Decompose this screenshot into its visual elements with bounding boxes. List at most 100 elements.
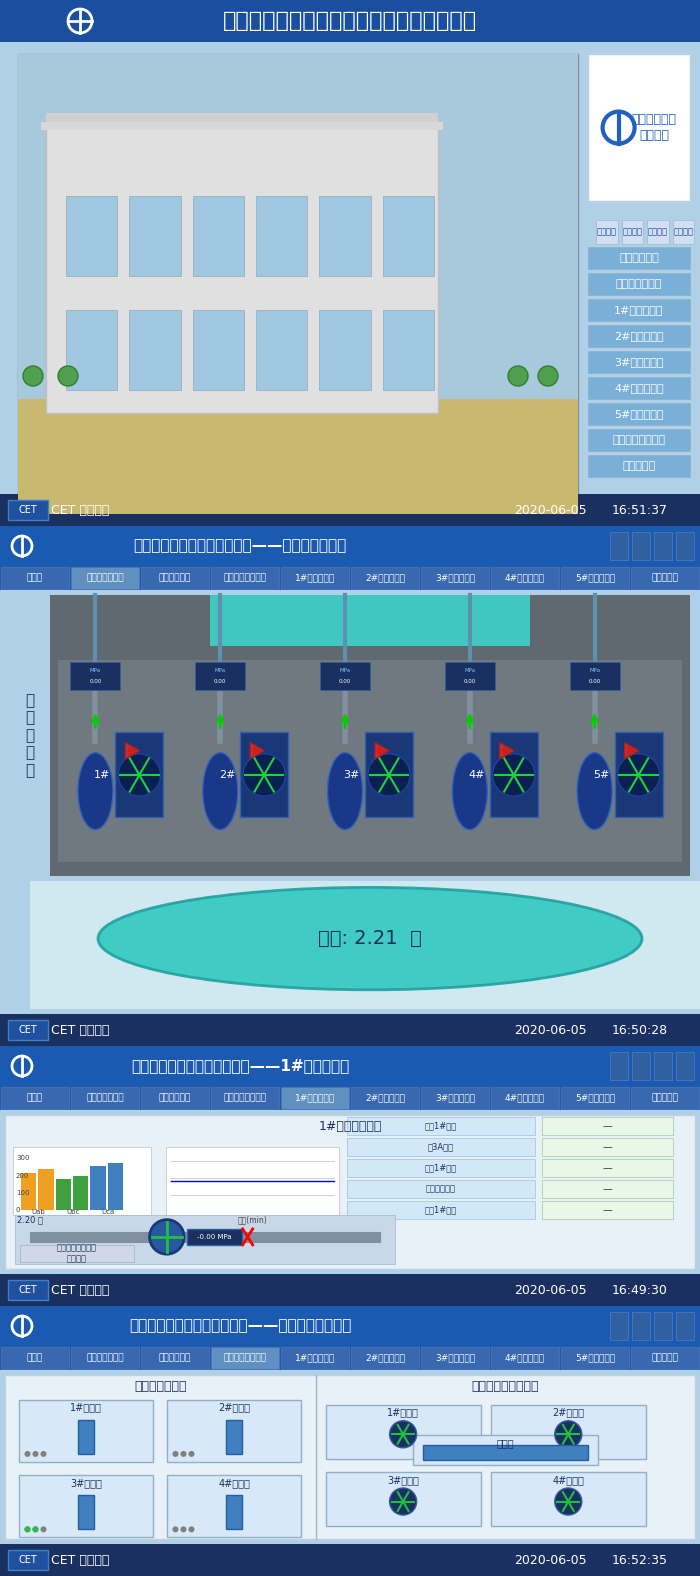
Polygon shape: [125, 742, 139, 758]
Text: 4#机组监控图: 4#机组监控图: [505, 574, 545, 583]
Text: 1#机组监控画面: 1#机组监控画面: [318, 1121, 382, 1133]
Bar: [38, 1169, 54, 1210]
Bar: [50, 596, 690, 876]
Bar: [654, 533, 672, 559]
Text: 机组平面监控图: 机组平面监控图: [616, 279, 662, 290]
Bar: [193, 195, 244, 276]
Bar: [490, 733, 538, 818]
Text: 泵站系统平面图: 泵站系统平面图: [86, 1094, 124, 1103]
Bar: [622, 221, 643, 244]
Text: 200: 200: [16, 1173, 29, 1179]
Text: 时间(min): 时间(min): [237, 1215, 267, 1225]
Bar: [383, 310, 434, 389]
Bar: [346, 1201, 536, 1218]
Text: 1#格栅机: 1#格栅机: [387, 1407, 419, 1417]
Bar: [615, 733, 662, 818]
Bar: [20, 1399, 153, 1463]
Text: 0.00: 0.00: [214, 679, 226, 684]
Text: 0.00: 0.00: [589, 679, 601, 684]
Bar: [20, 1475, 153, 1537]
Bar: [73, 1176, 88, 1210]
Text: MPa: MPa: [215, 668, 226, 673]
Text: 主画面: 主画面: [27, 574, 43, 583]
Bar: [41, 121, 443, 129]
Text: 渭北工业园区: 渭北工业园区: [632, 113, 677, 126]
Bar: [326, 1472, 481, 1526]
Polygon shape: [500, 742, 514, 758]
Bar: [240, 733, 288, 818]
Text: 提升格栅机监控图: 提升格栅机监控图: [612, 435, 666, 444]
Circle shape: [118, 753, 160, 796]
Bar: [0, 1307, 700, 1346]
Bar: [141, 567, 209, 589]
Bar: [561, 567, 629, 589]
Bar: [346, 1158, 536, 1177]
Bar: [0, 526, 700, 566]
Bar: [71, 1347, 139, 1370]
Bar: [226, 1420, 242, 1455]
Bar: [195, 662, 245, 690]
Text: MPa: MPa: [90, 668, 101, 673]
Text: 2#机组监控图: 2#机组监控图: [365, 574, 405, 583]
Bar: [8, 1551, 48, 1570]
Text: 4#: 4#: [468, 771, 485, 780]
Text: 超3A电流: 超3A电流: [428, 1143, 454, 1152]
Circle shape: [172, 1451, 178, 1456]
Text: 电力供主频率: 电力供主频率: [426, 1185, 456, 1193]
Circle shape: [555, 1488, 582, 1515]
Text: 5#机组监控图: 5#机组监控图: [615, 410, 664, 419]
Text: CET 中电技术: CET 中电技术: [51, 503, 109, 517]
Bar: [676, 1053, 694, 1080]
Bar: [66, 310, 118, 389]
Text: 电气主接线图: 电气主接线图: [159, 1094, 191, 1103]
Text: 1#机组监控图: 1#机组监控图: [295, 1354, 335, 1363]
Text: -0.00 MPa: -0.00 MPa: [197, 1234, 231, 1240]
Circle shape: [617, 753, 659, 796]
Text: MPa: MPa: [464, 668, 475, 673]
Text: 雨水泵站: 雨水泵站: [639, 129, 669, 142]
Circle shape: [555, 1420, 582, 1448]
Text: CET 中电技术: CET 中电技术: [51, 1023, 109, 1037]
Circle shape: [181, 1451, 186, 1456]
Bar: [654, 1053, 672, 1080]
Text: 电气主接线图: 电气主接线图: [619, 254, 659, 263]
Bar: [383, 195, 434, 276]
Bar: [588, 247, 690, 269]
Bar: [71, 662, 120, 690]
Bar: [673, 221, 694, 244]
Circle shape: [390, 1488, 416, 1515]
Polygon shape: [375, 742, 389, 758]
Bar: [46, 128, 438, 413]
Text: 4#机组监控图: 4#机组监控图: [505, 1094, 545, 1103]
Text: 5#机组监控图: 5#机组监控图: [575, 1354, 615, 1363]
Bar: [66, 195, 118, 276]
Bar: [0, 526, 700, 1046]
Bar: [346, 1117, 536, 1135]
Bar: [78, 1496, 95, 1529]
Text: 提升格栅机监控图: 提升格栅机监控图: [223, 574, 267, 583]
Text: 录波查询: 录波查询: [673, 227, 693, 236]
Bar: [0, 1307, 700, 1576]
Bar: [187, 1229, 241, 1245]
Bar: [281, 1087, 349, 1110]
Polygon shape: [624, 742, 638, 758]
Circle shape: [508, 366, 528, 386]
Text: 系统结构图: 系统结构图: [622, 462, 656, 471]
Polygon shape: [250, 742, 264, 758]
Text: MPa: MPa: [340, 668, 351, 673]
Text: CET: CET: [19, 1556, 37, 1565]
Circle shape: [41, 1527, 46, 1532]
Bar: [0, 1544, 700, 1576]
Bar: [13, 1147, 151, 1215]
Text: 1#机组监控图: 1#机组监控图: [615, 306, 664, 315]
Bar: [8, 500, 48, 520]
Bar: [166, 1147, 339, 1215]
Text: 4#机组监控图: 4#机组监控图: [505, 1354, 545, 1363]
Bar: [18, 399, 578, 514]
Bar: [491, 1404, 646, 1459]
Text: CET 中电技术: CET 中电技术: [51, 1283, 109, 1297]
Text: 1#机组监控图: 1#机组监控图: [295, 574, 335, 583]
Circle shape: [150, 1220, 184, 1254]
Bar: [610, 533, 628, 559]
Bar: [0, 1346, 700, 1370]
